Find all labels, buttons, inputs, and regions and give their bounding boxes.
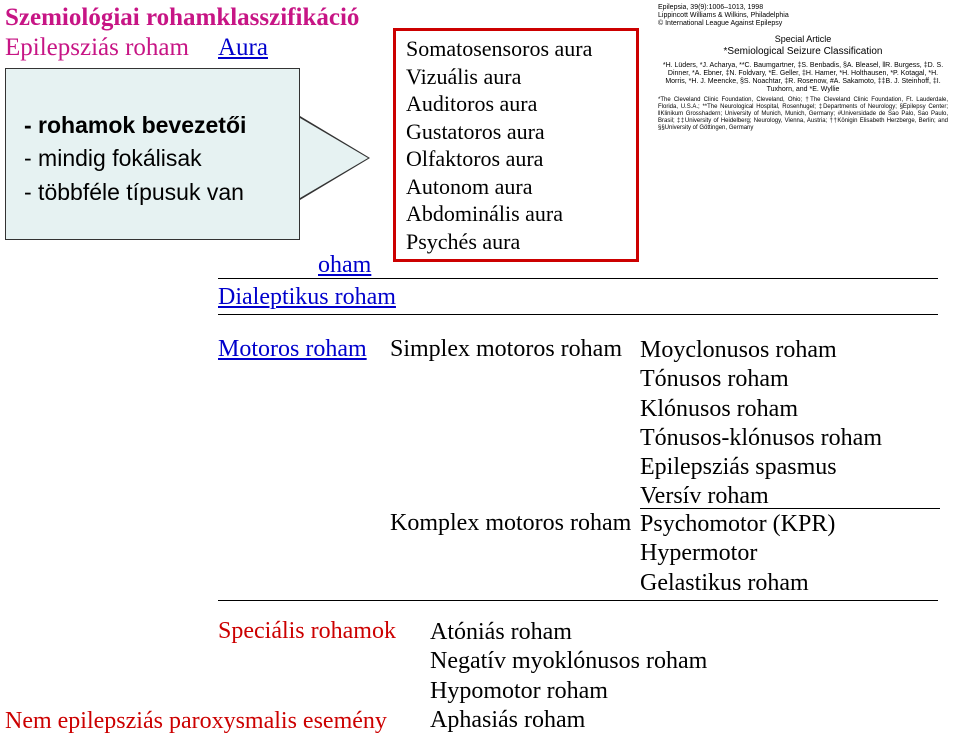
special-type: Negatív myoklónusos roham bbox=[430, 647, 707, 676]
aura-types-box: Somatosensoros aura Vizuális aura Audito… bbox=[393, 28, 639, 262]
simplex-motoros-label: Simplex motoros roham bbox=[390, 336, 622, 363]
special-type: Hypomotor roham bbox=[430, 677, 707, 706]
aura-type: Vizuális aura bbox=[406, 63, 626, 91]
aura-heading: Aura bbox=[218, 34, 268, 62]
aura-type: Autonom aura bbox=[406, 173, 626, 201]
special-type: Atóniás roham bbox=[430, 618, 707, 647]
divider bbox=[218, 278, 938, 279]
bubble-line-2: - mindig fokálisak bbox=[24, 142, 287, 175]
divider bbox=[218, 314, 938, 315]
epilepszias-label: Epilepsziás roham bbox=[5, 34, 189, 62]
subtype: Epilepsziás spasmus bbox=[640, 453, 940, 482]
komplex-subtypes: Psychomotor (KPR) Hypermotor Gelastikus … bbox=[640, 510, 940, 598]
aura-type: Abdominális aura bbox=[406, 200, 626, 228]
paper-citation-inset: Epilepsia, 39(9):1006–1013, 1998 Lippinc… bbox=[658, 4, 948, 132]
autonom-roham-fragment: oham bbox=[318, 252, 371, 279]
subtype: Tónusos roham bbox=[640, 365, 940, 394]
motoros-heading: Motoros roham bbox=[218, 336, 367, 363]
dialeptikus-heading: Dialeptikus roham bbox=[218, 284, 396, 311]
divider bbox=[218, 600, 938, 601]
aura-type: Gustatoros aura bbox=[406, 118, 626, 146]
paper-cite: Epilepsia, 39(9):1006–1013, 1998 Lippinc… bbox=[658, 4, 948, 28]
paper-special-article: Special Article bbox=[658, 34, 948, 44]
aura-type: Olfaktoros aura bbox=[406, 145, 626, 173]
simplex-subtypes: Moyclonusos roham Tónusos roham Klónusos… bbox=[640, 336, 940, 512]
special-type: Aphasiás roham bbox=[430, 706, 707, 735]
bubble-line-3: - többféle típusuk van bbox=[24, 176, 287, 209]
sub-divider bbox=[640, 508, 940, 509]
aura-type: Psychés aura bbox=[406, 228, 626, 256]
subtype: Moyclonusos roham bbox=[640, 336, 940, 365]
specialis-list: Atóniás roham Negatív myoklónusos roham … bbox=[430, 618, 707, 735]
subtype: Psychomotor (KPR) bbox=[640, 510, 940, 539]
specialis-heading: Speciális rohamok bbox=[218, 618, 396, 645]
aura-type: Auditoros aura bbox=[406, 90, 626, 118]
paper-affiliations: *The Cleveland Clinic Foundation, Clevel… bbox=[658, 97, 948, 131]
subtype: Tónusos-klónusos roham bbox=[640, 424, 940, 453]
bubble-line-1: - rohamok bevezetői bbox=[24, 109, 287, 142]
callout-pointer bbox=[300, 118, 368, 198]
komplex-motoros-label: Komplex motoros roham bbox=[390, 510, 631, 537]
non-epileptic-label: Nem epilepsziás paroxysmalis esemény bbox=[5, 708, 387, 735]
paper-authors: *H. Lüders, *J. Acharya, **C. Baumgartne… bbox=[658, 62, 948, 94]
subtype: Hypermotor bbox=[640, 539, 940, 568]
callout-bubble: - rohamok bevezetői - mindig fokálisak -… bbox=[5, 68, 300, 240]
subtype: Klónusos roham bbox=[640, 395, 940, 424]
paper-title: *Semiological Seizure Classification bbox=[658, 46, 948, 58]
main-title: Szemiológiai rohamklasszifikáció bbox=[5, 4, 359, 32]
aura-type: Somatosensoros aura bbox=[406, 35, 626, 63]
subtype: Gelastikus roham bbox=[640, 569, 940, 598]
